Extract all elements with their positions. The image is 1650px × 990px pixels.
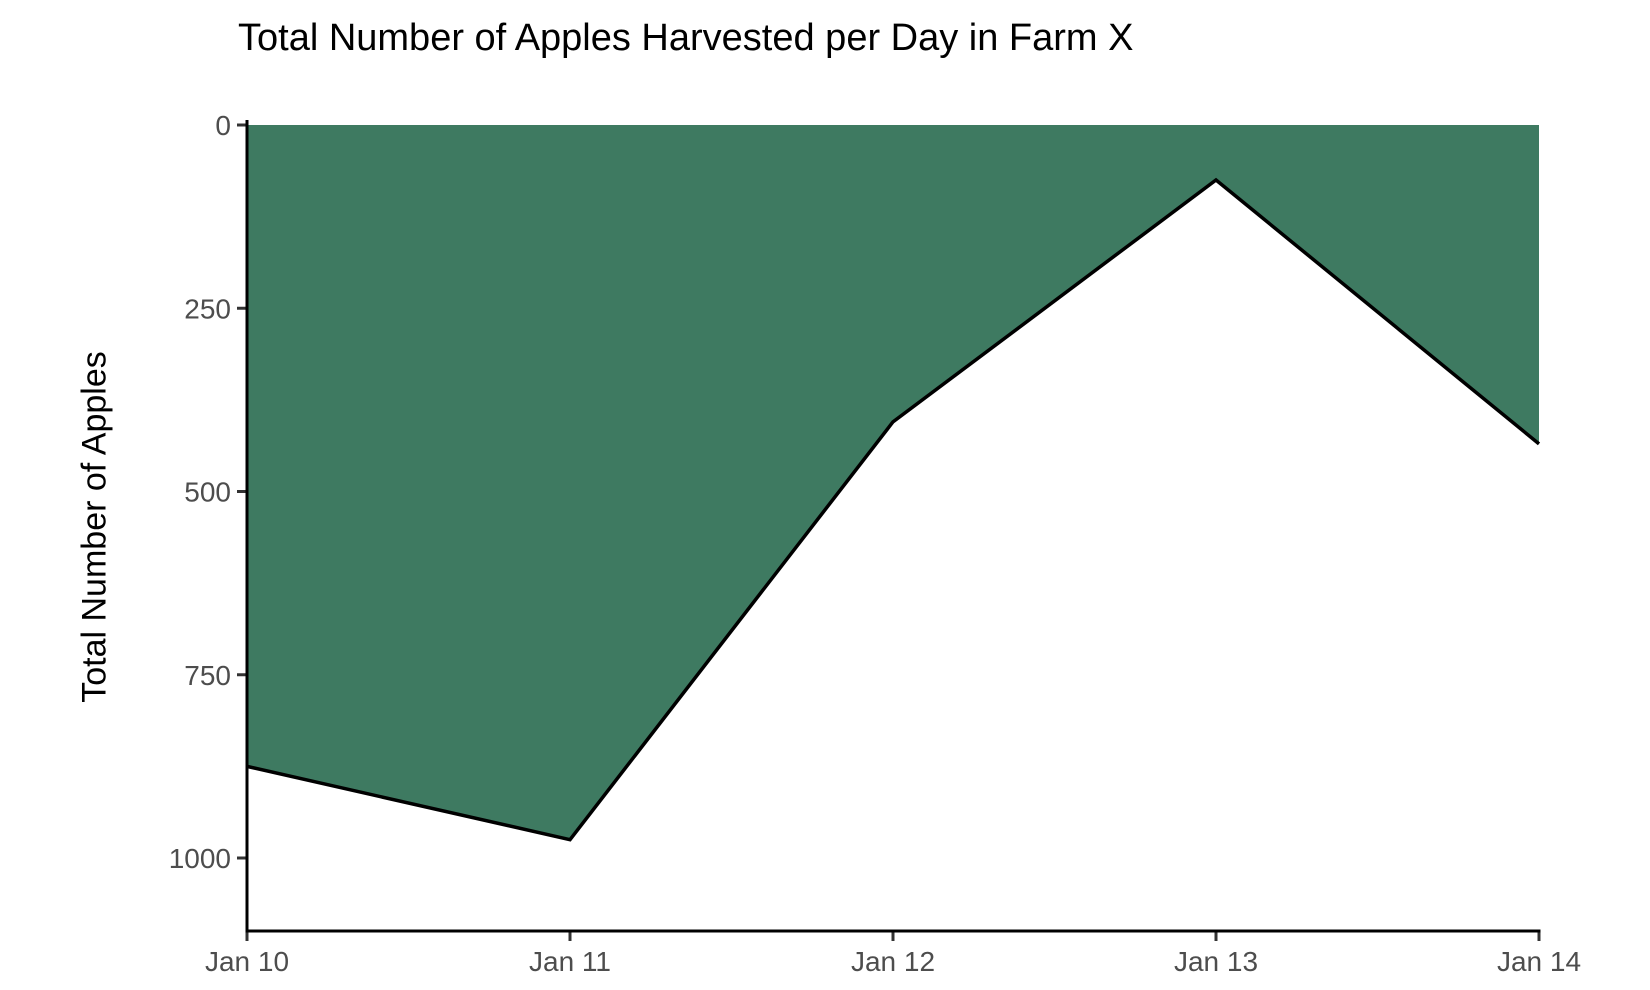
y-tick-label: 750 (184, 660, 231, 691)
area-fill (247, 125, 1539, 840)
x-tick-label: Jan 13 (1174, 946, 1258, 977)
y-tick-label: 0 (215, 110, 231, 141)
y-tick-label: 500 (184, 477, 231, 508)
x-tick-label: Jan 10 (205, 946, 289, 977)
x-tick-label: Jan 11 (529, 946, 611, 977)
data-line (246, 177, 1541, 842)
x-tick-label: Jan 14 (1497, 946, 1581, 977)
y-tick-label: 250 (184, 293, 231, 324)
y-tick-label: 1000 (169, 843, 231, 874)
chart-title: Total Number of Apples Harvested per Day… (238, 17, 1134, 59)
x-tick-label: Jan 12 (851, 946, 935, 977)
